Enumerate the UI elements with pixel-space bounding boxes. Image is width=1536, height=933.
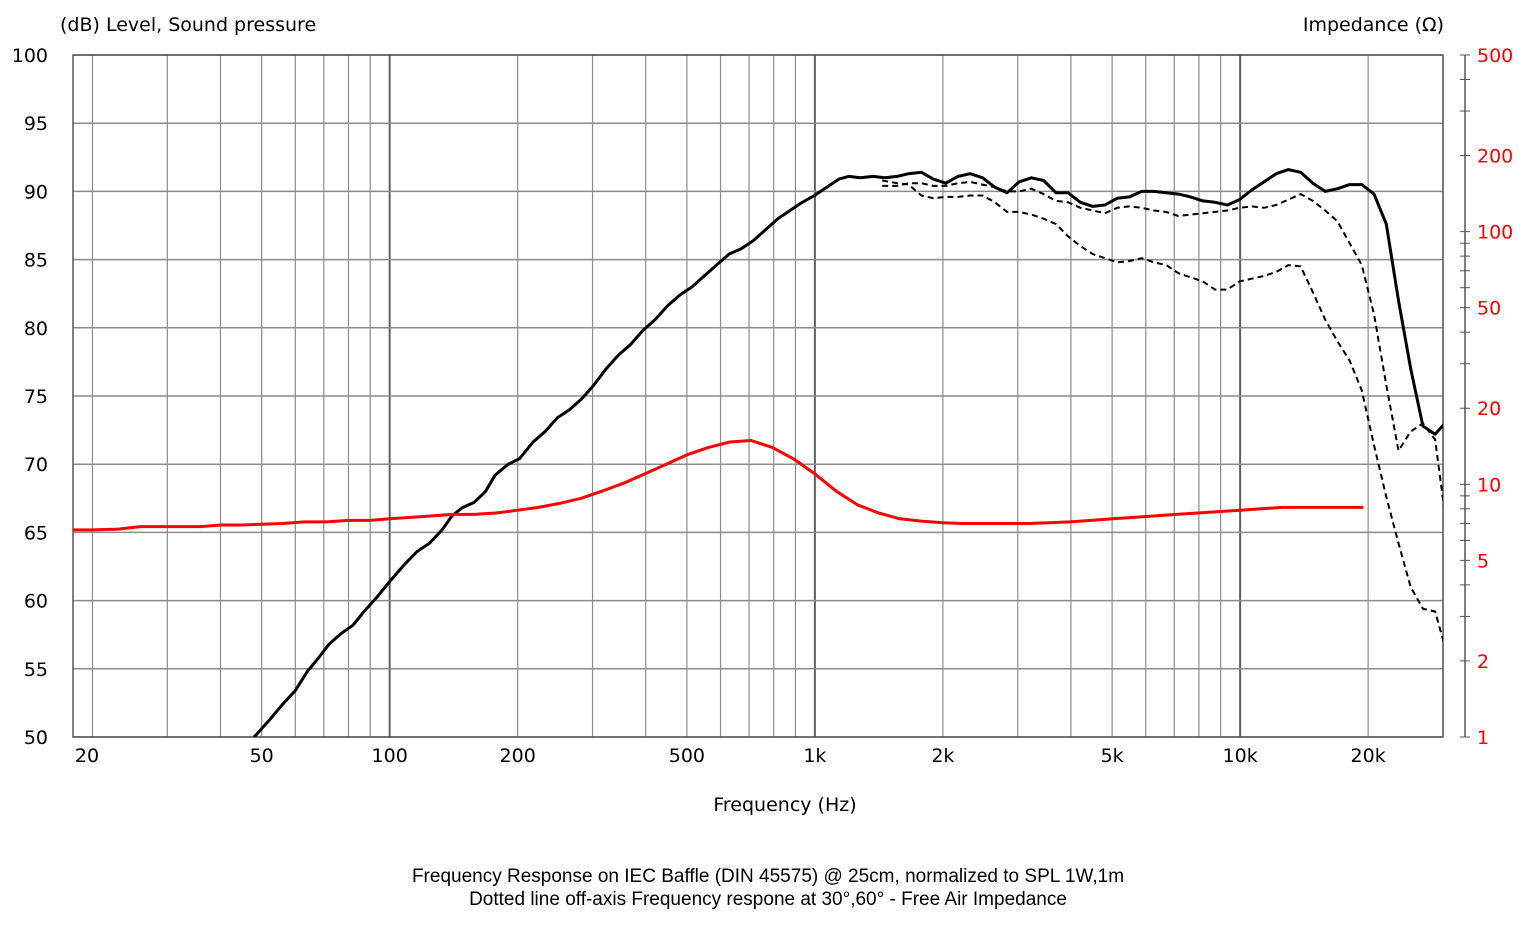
- plot-border: [72, 54, 1444, 738]
- x-tick-label: 20: [75, 745, 99, 767]
- y-tick-label-left: 50: [24, 727, 48, 749]
- y-tick-label-right: 1: [1477, 727, 1489, 749]
- axis-labels: 50 55 60 65 70 75 80 85 90 95 100 1 2 5 10 20 50 100 200 50…: [12, 14, 1514, 816]
- y-tick-label-left: 65: [24, 522, 48, 544]
- impedance-curve: [73, 439, 1364, 532]
- x-tick-label: 10k: [1223, 745, 1258, 767]
- left-axis-title: (dB) Level, Sound pressure: [60, 14, 316, 36]
- y-tick-label-right: 10: [1477, 474, 1501, 496]
- caption-line-1: Frequency Response on IEC Baffle (DIN 45…: [411, 866, 1125, 887]
- spl-offaxis-curve-2: [882, 179, 1443, 644]
- x-axis-title: Frequency (Hz): [713, 794, 856, 816]
- y-tick-label-left: 95: [24, 113, 48, 135]
- x-tick-label: 2k: [931, 745, 954, 767]
- y-tick-label-left: 75: [24, 386, 48, 408]
- y-tick-label-left: 90: [24, 181, 48, 203]
- y-tick-label-left: 100: [12, 45, 48, 67]
- series-group: [73, 168, 1443, 737]
- y-tick-label-right: 100: [1477, 222, 1513, 244]
- y-tick-label-right: 2: [1477, 651, 1489, 673]
- x-tick-label: 50: [250, 745, 274, 767]
- plot-frame: [72, 54, 1470, 738]
- caption-line-2: Dotted line off-axis Frequency respone a…: [469, 889, 1067, 910]
- frequency-response-chart: 50 55 60 65 70 75 80 85 90 95 100 1 2 5 10 20 50 100 200 50…: [11, 14, 1514, 816]
- right-axis-title: Impedance (Ω): [1303, 14, 1444, 36]
- x-tick-label: 100: [372, 745, 408, 767]
- x-tick-label: 1k: [803, 745, 826, 767]
- x-tick-label: 500: [669, 745, 705, 767]
- y-tick-label-left: 85: [24, 250, 48, 272]
- y-tick-label-left: 55: [24, 659, 48, 681]
- grid-lines: [73, 54, 1444, 738]
- y-tick-label-left: 80: [24, 318, 48, 340]
- spl-offaxis-curve-1: [882, 180, 1443, 507]
- x-tick-label: 5k: [1101, 745, 1124, 767]
- y-tick-label-right: 5: [1477, 550, 1489, 572]
- y-tick-label-right: 500: [1477, 45, 1513, 67]
- y-tick-label-right: 200: [1477, 146, 1513, 168]
- y-tick-label-left: 70: [24, 454, 48, 476]
- x-tick-label: 20k: [1351, 745, 1386, 767]
- y-tick-label-left: 60: [24, 591, 48, 613]
- y-tick-label-right: 20: [1477, 398, 1501, 420]
- x-tick-label: 200: [500, 745, 536, 767]
- y-tick-label-right: 50: [1477, 298, 1501, 320]
